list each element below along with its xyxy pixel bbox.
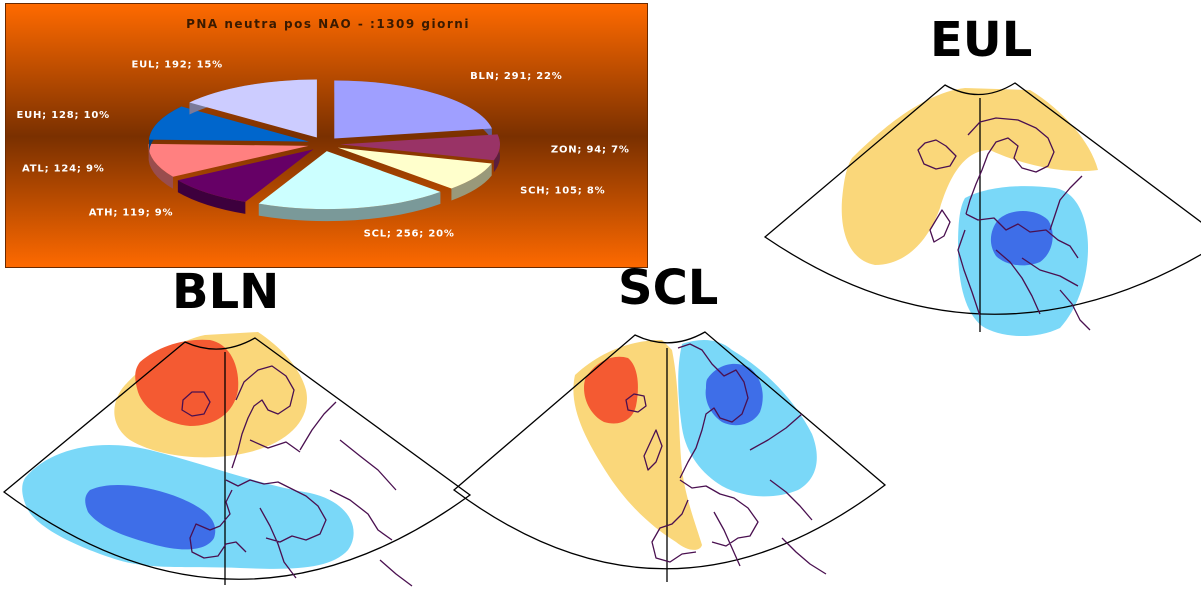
pie-slice-euh: [149, 106, 309, 152]
pie-label-eul: EUL; 192; 15%: [131, 59, 223, 70]
pie-slice-top: [339, 134, 500, 161]
pie-slice-side: [177, 180, 246, 214]
anomaly-field: [841, 88, 1098, 337]
pie-slice-side: [451, 163, 492, 201]
map-title-bln: BLN: [172, 264, 280, 320]
pie-slice-top: [258, 151, 441, 210]
pie-title: PNA neutra pos NAO - :1309 giorni: [186, 17, 470, 31]
pie-label-sch: SCH; 105; 8%: [520, 185, 605, 196]
pie-slice-top: [177, 149, 314, 202]
pie-slice-top: [334, 80, 492, 139]
pie-slice-top: [149, 106, 309, 142]
map-coastlines: [181, 365, 413, 587]
pie-label-atl: ATL; 124; 9%: [22, 163, 105, 174]
negative-anomaly-core: [705, 363, 763, 426]
map-frame: [452, 331, 887, 570]
pie-slice-scl: [258, 151, 441, 222]
pie-slice-zon: [339, 134, 500, 173]
pie-label-zon: ZON; 94; 7%: [551, 145, 630, 156]
pie-slice-eul: [189, 79, 317, 138]
map-title-scl: SCL: [618, 260, 719, 316]
pie-slice-top: [189, 79, 317, 138]
anomaly-field: [573, 340, 817, 550]
pie-background: [6, 4, 647, 267]
pie-slice-side: [148, 143, 174, 189]
pie-slice-ath: [177, 149, 314, 214]
pie-slice-side: [258, 191, 441, 222]
pie-label-bln: BLN; 291; 22%: [470, 71, 563, 82]
pie-slice-top: [148, 143, 309, 177]
anomaly-field: [22, 332, 354, 569]
map-coastlines: [917, 117, 1091, 331]
map-coastlines: [625, 343, 827, 575]
pie-chart-panel: PNA neutra pos NAO - :1309 giorni BLN; 2…: [5, 3, 648, 268]
pie-slice-sch: [337, 147, 492, 201]
pie-slice-top: [337, 147, 492, 189]
positive-anomaly-core: [584, 356, 638, 424]
pie-label-euh: EUH; 128; 10%: [16, 110, 110, 121]
negative-anomaly-core: [990, 211, 1053, 266]
negative-anomaly-core: [85, 484, 216, 550]
pie-label-scl: SCL; 256; 20%: [364, 229, 455, 240]
map-bln: [2, 332, 472, 587]
pie-label-ath: ATH; 119; 9%: [89, 207, 174, 218]
map-frame: [2, 337, 472, 580]
map-eul: [763, 82, 1201, 337]
map-scl: [452, 331, 887, 582]
pie-slice-atl: [148, 143, 309, 189]
map-frame: [763, 82, 1201, 315]
pie-chart: PNA neutra pos NAO - :1309 giorni BLN; 2…: [6, 4, 647, 267]
map-title-eul: EUL: [930, 12, 1033, 68]
positive-anomaly-area: [841, 88, 1098, 265]
pie-slice-bln: [334, 80, 492, 141]
